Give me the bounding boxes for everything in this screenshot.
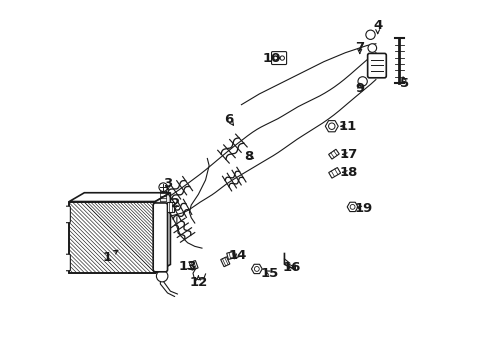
FancyBboxPatch shape — [271, 51, 287, 64]
FancyBboxPatch shape — [59, 206, 71, 223]
Text: 4: 4 — [373, 19, 382, 32]
Text: 19: 19 — [354, 202, 372, 215]
Text: 12: 12 — [189, 276, 207, 289]
FancyBboxPatch shape — [59, 254, 71, 271]
Text: 3: 3 — [163, 177, 172, 190]
Text: 15: 15 — [261, 267, 279, 280]
Circle shape — [358, 77, 368, 86]
Polygon shape — [167, 202, 174, 212]
Polygon shape — [227, 251, 236, 260]
Text: 16: 16 — [282, 261, 301, 274]
FancyBboxPatch shape — [368, 53, 386, 78]
Text: 8: 8 — [244, 150, 253, 163]
Text: 14: 14 — [229, 249, 247, 262]
Text: 2: 2 — [171, 197, 180, 210]
Text: 9: 9 — [355, 82, 365, 95]
Text: 5: 5 — [400, 77, 409, 90]
Circle shape — [159, 183, 168, 192]
Circle shape — [350, 204, 355, 209]
Polygon shape — [69, 193, 171, 202]
Circle shape — [368, 44, 377, 52]
Text: 6: 6 — [224, 113, 234, 126]
Circle shape — [280, 56, 285, 60]
Text: 11: 11 — [338, 120, 356, 133]
Text: 13: 13 — [178, 260, 197, 273]
Text: 1: 1 — [102, 251, 112, 264]
Text: 10: 10 — [263, 51, 281, 64]
Circle shape — [156, 270, 168, 282]
Polygon shape — [69, 202, 155, 273]
Text: 18: 18 — [340, 166, 358, 179]
Text: 7: 7 — [355, 41, 365, 54]
Circle shape — [366, 30, 375, 40]
Polygon shape — [189, 261, 198, 270]
Polygon shape — [329, 149, 339, 159]
Text: 17: 17 — [340, 148, 358, 161]
Circle shape — [329, 123, 335, 130]
Polygon shape — [329, 167, 341, 178]
Polygon shape — [155, 193, 171, 273]
Polygon shape — [220, 257, 230, 267]
FancyBboxPatch shape — [153, 203, 168, 272]
Circle shape — [274, 56, 278, 60]
Circle shape — [254, 266, 259, 271]
